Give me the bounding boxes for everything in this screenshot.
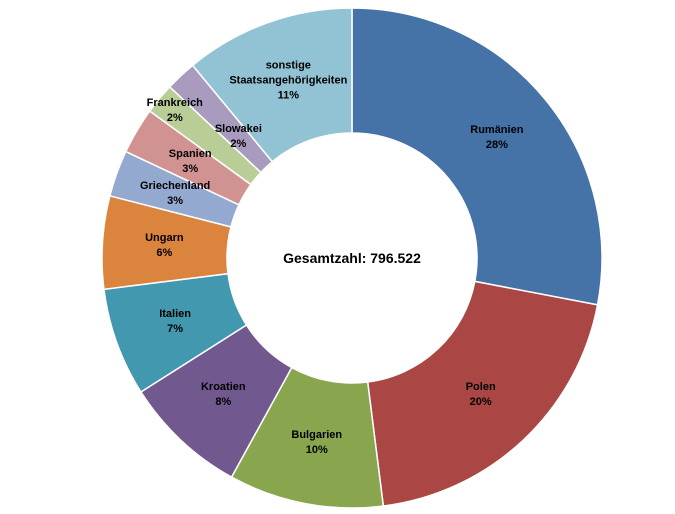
data-label: Ungarn 6% — [145, 231, 184, 261]
data-label: Polen 20% — [466, 380, 496, 410]
category-label: Italien — [159, 307, 192, 320]
category-label: Spanien — [168, 148, 212, 161]
category-label: Bulgarien — [291, 428, 343, 441]
center-text: Gesamtzahl: 796.522 — [283, 250, 421, 266]
data-label: Kroatien 8% — [201, 380, 246, 410]
data-label: sonstige Staatsangehörigkeiten 11% — [223, 59, 353, 104]
data-label: Griechenland 3% — [140, 179, 210, 209]
value-label: 8% — [215, 396, 232, 409]
category-label: Ungarn — [145, 232, 184, 245]
data-label: Italien 7% — [159, 307, 191, 337]
data-label: Rumänien 28% — [470, 123, 523, 153]
value-label: 6% — [156, 247, 173, 260]
donut-slice — [366, 280, 599, 507]
category-label: Slowakei — [214, 122, 262, 135]
data-label: Slowakei 2% — [215, 122, 262, 152]
data-label: Frankreich 2% — [147, 96, 203, 126]
category-label: Polen — [465, 381, 496, 394]
category-label: Griechenland — [139, 180, 211, 193]
category-label: Kroatien — [200, 381, 246, 394]
value-label: 20% — [469, 396, 492, 409]
value-label: 7% — [167, 322, 184, 335]
value-label: 28% — [485, 139, 508, 152]
value-label: 11% — [277, 89, 300, 102]
category-label: Frankreich — [146, 97, 203, 110]
value-label: 10% — [305, 443, 328, 456]
value-label: 2% — [166, 112, 183, 125]
category-label: sonstige Staatsangehörigkeiten — [229, 59, 348, 87]
value-label: 3% — [167, 195, 184, 208]
data-label: Spanien 3% — [169, 147, 212, 177]
category-label: Rumänien — [470, 124, 524, 137]
value-label: 2% — [230, 137, 247, 150]
donut-slice — [351, 7, 603, 306]
data-label: Bulgarien 10% — [291, 428, 342, 458]
donut-slice — [191, 7, 353, 163]
value-label: 3% — [182, 163, 199, 176]
